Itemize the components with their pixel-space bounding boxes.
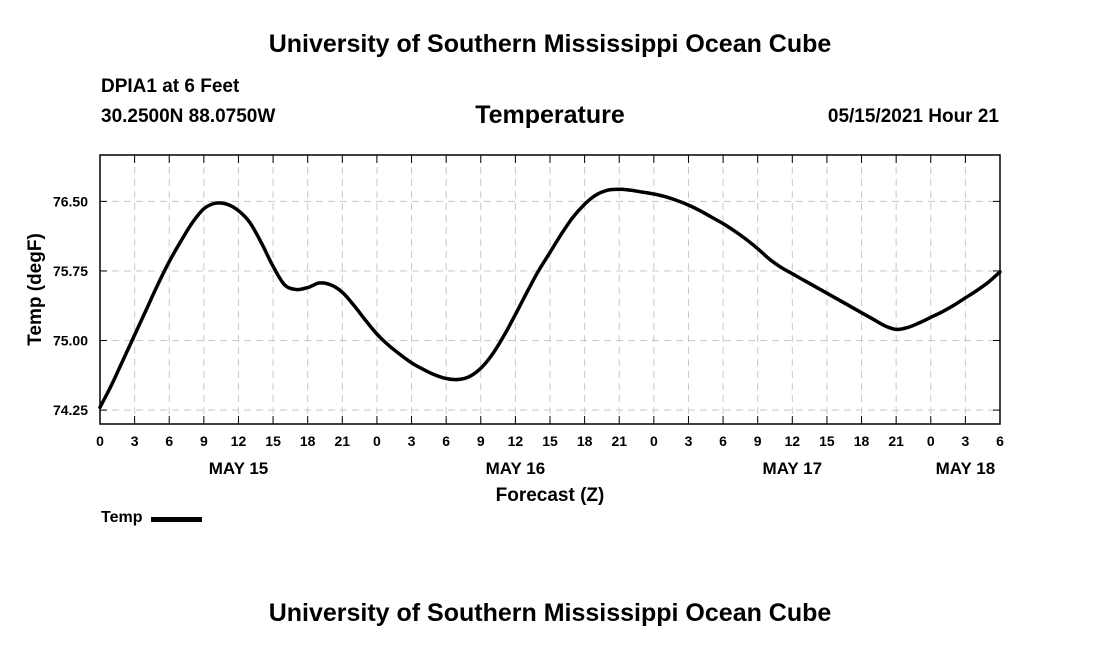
legend-label: Temp	[101, 509, 143, 526]
x-tick-label: 0	[650, 433, 658, 449]
page-title: University of Southern Mississippi Ocean…	[268, 30, 832, 58]
x-tick-label: 3	[131, 433, 139, 449]
x-tick-label: 3	[961, 433, 969, 449]
x-tick-label: 6	[996, 433, 1004, 449]
x-date-label: MAY 17	[763, 459, 823, 478]
y-tick-label: 75.00	[53, 333, 88, 349]
temp-series-line	[98, 187, 1002, 410]
footer-title: University of Southern Mississippi Ocean…	[268, 599, 832, 627]
x-tick-label: 12	[508, 433, 524, 449]
station-label: DPIA1 at 6 Feet	[101, 76, 240, 97]
chart-legend: Temp	[101, 509, 203, 527]
x-tick-label: 0	[373, 433, 381, 449]
x-tick-label: 18	[300, 433, 316, 449]
plot-frame	[99, 154, 1001, 425]
x-tick-label: 9	[477, 433, 485, 449]
x-tick-label: 18	[577, 433, 593, 449]
x-tick-label: 6	[719, 433, 727, 449]
x-tick-label: 9	[754, 433, 762, 449]
legend-line-swatch	[151, 516, 203, 522]
x-tick-label: 15	[265, 433, 281, 449]
x-tick-label: 3	[685, 433, 693, 449]
x-tick-label: 12	[231, 433, 247, 449]
station-coordinates: 30.2500N 88.0750W	[101, 106, 276, 127]
y-tick-label: 76.50	[53, 193, 88, 209]
chart-title: Temperature	[475, 101, 625, 129]
x-tick-label: 15	[542, 433, 558, 449]
y-tick-label: 74.25	[53, 402, 88, 418]
x-date-label: MAY 15	[209, 459, 269, 478]
forecast-datetime: 05/15/2021 Hour 21	[827, 106, 999, 127]
x-tick-label: 6	[165, 433, 173, 449]
x-date-label: MAY 18	[936, 459, 996, 478]
y-axis-label: Temp (degF)	[25, 233, 46, 346]
chart-series	[98, 187, 1002, 410]
y-tick-label: 75.75	[53, 263, 88, 279]
x-tick-label: 9	[200, 433, 208, 449]
x-tick-label: 18	[854, 433, 870, 449]
x-tick-label: 21	[611, 433, 627, 449]
chart-grid	[100, 155, 1000, 424]
x-tick-label: 12	[785, 433, 801, 449]
x-date-label: MAY 16	[486, 459, 546, 478]
x-tick-label: 3	[408, 433, 416, 449]
x-tick-label: 21	[335, 433, 351, 449]
x-tick-label: 0	[927, 433, 935, 449]
x-tick-label: 21	[888, 433, 904, 449]
chart-tick-labels: 74.25 75.00 75.75 76.50 0 3 6 9 12 15 18 21 0 3 6 9 12 15…	[53, 193, 1004, 478]
x-tick-label: 15	[819, 433, 835, 449]
x-tick-label: 6	[442, 433, 450, 449]
x-axis-label: Forecast (Z)	[496, 485, 605, 506]
x-tick-label: 0	[96, 433, 104, 449]
